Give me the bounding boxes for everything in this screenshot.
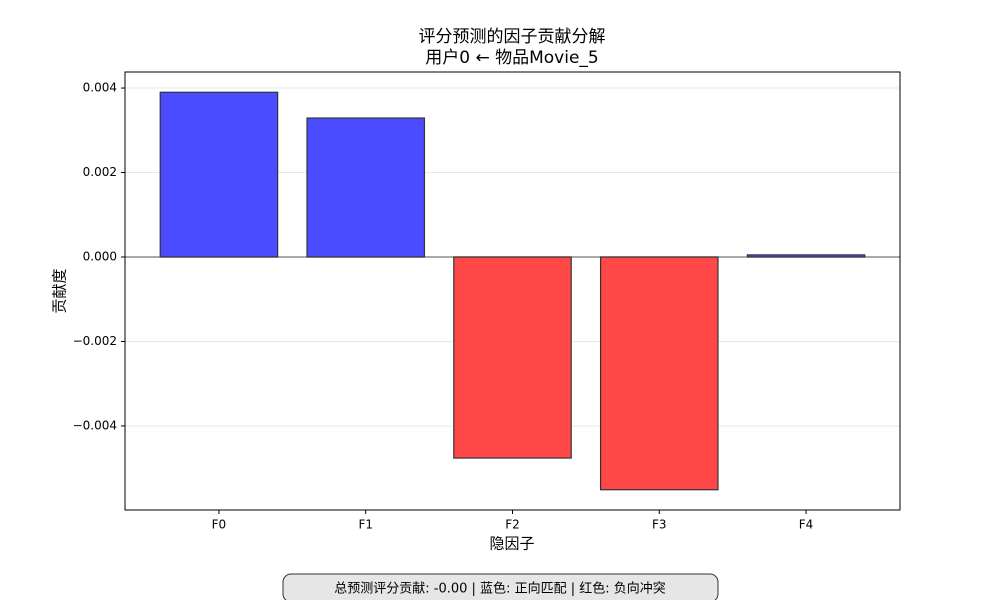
x-axis-label: 隐因子: [489, 535, 534, 553]
chart-subtitle: 用户0 ← 物品Movie_5: [425, 48, 599, 68]
x-tick-label: F3: [652, 518, 667, 532]
y-tick-label: 0.004: [83, 81, 117, 95]
annotation: 总预测评分贡献: -0.00 | 蓝色: 正向匹配 | 红色: 负向冲突: [334, 581, 665, 597]
x-tick-label: F1: [358, 518, 373, 532]
chart-title: 评分预测的因子贡献分解: [419, 27, 606, 47]
bar: [159, 91, 279, 258]
annotation-box: [282, 573, 719, 600]
y-tick-label: 0.000: [83, 249, 117, 263]
y-tick-label: 0.002: [83, 165, 117, 179]
x-tick-label: F2: [505, 518, 520, 532]
x-tick-label: F0: [212, 518, 227, 532]
y-axis-label: 贡献度: [51, 268, 69, 313]
y-tick-label: −0.002: [73, 334, 117, 348]
bar: [453, 256, 572, 459]
x-tick-label: F4: [799, 518, 814, 532]
bar: [306, 117, 426, 258]
plot-frame: [124, 71, 901, 511]
bar: [746, 254, 866, 258]
bar: [599, 256, 719, 491]
y-tick-label: −0.004: [73, 418, 117, 432]
